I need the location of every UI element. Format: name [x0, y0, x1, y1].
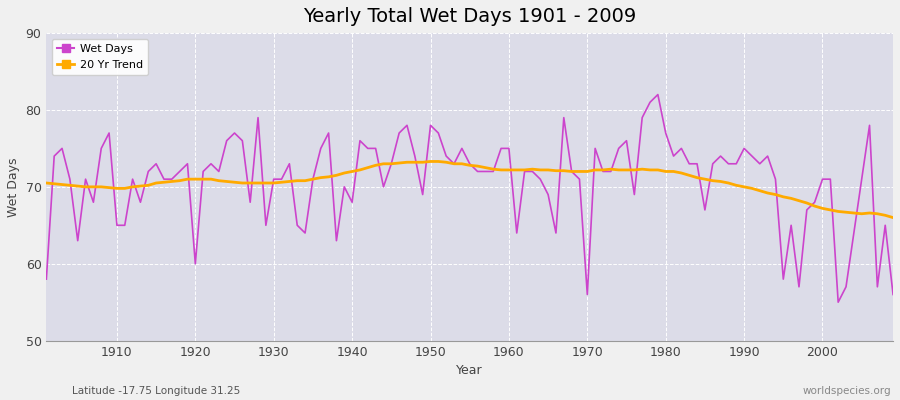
X-axis label: Year: Year [456, 364, 483, 377]
Legend: Wet Days, 20 Yr Trend: Wet Days, 20 Yr Trend [52, 39, 148, 75]
Title: Yearly Total Wet Days 1901 - 2009: Yearly Total Wet Days 1901 - 2009 [303, 7, 636, 26]
Text: Latitude -17.75 Longitude 31.25: Latitude -17.75 Longitude 31.25 [72, 386, 240, 396]
Y-axis label: Wet Days: Wet Days [7, 157, 20, 216]
Text: worldspecies.org: worldspecies.org [803, 386, 891, 396]
